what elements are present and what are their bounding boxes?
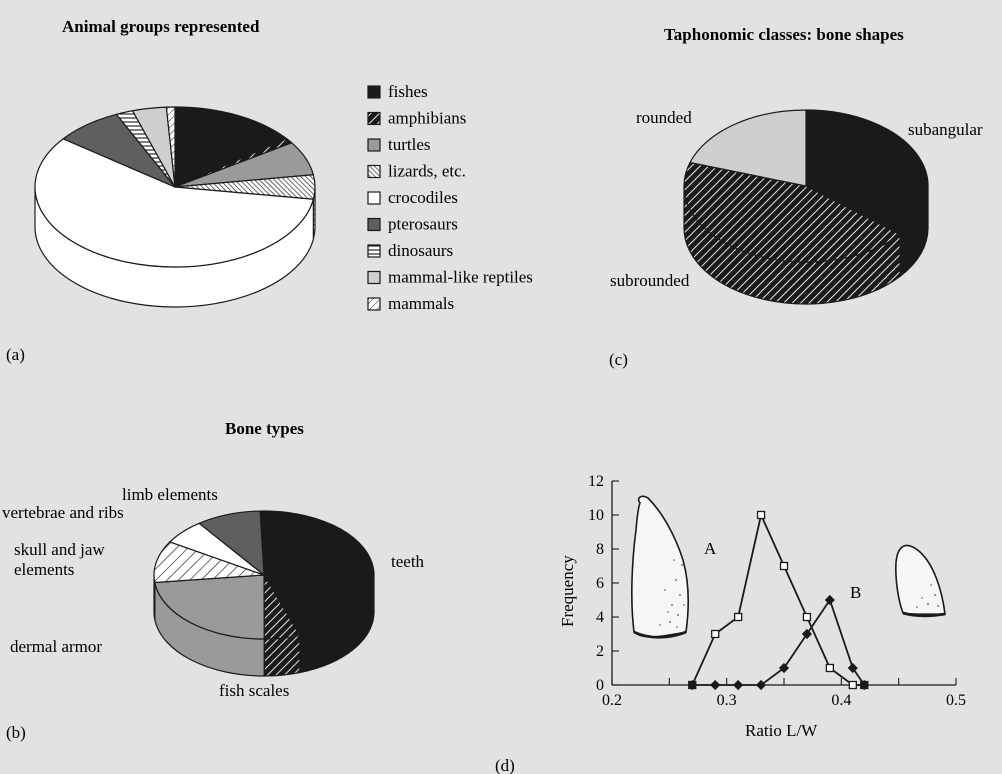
x-tick-label: 0.5 <box>946 692 966 709</box>
legend-animal-groups: fishes amphibians turtles lizards, etc. croc… <box>367 82 533 313</box>
slice-label-subrounded: subrounded <box>610 271 690 290</box>
legend-swatch-lizards-etc <box>367 164 381 179</box>
x-tick-label: 0.4 <box>831 692 851 709</box>
panel-label-a: (a) <box>6 345 25 364</box>
series-label-a: A <box>704 539 717 558</box>
y-tick-label: 6 <box>596 575 604 592</box>
chart-title-animal-groups: Animal groups represented <box>62 17 260 36</box>
legend-label-pterosaurs: pterosaurs <box>388 215 458 234</box>
legend-swatch-turtles <box>367 138 381 152</box>
pie-slice-teeth <box>259 510 375 637</box>
point-a <box>756 510 766 520</box>
y-tick-label: 0 <box>596 677 604 694</box>
slice-label-skull-jaw-1: skull and jaw <box>14 540 105 559</box>
legend-swatch-fishes <box>367 85 381 99</box>
slice-label-dermal-armor: dermal armor <box>10 637 102 656</box>
y-tick-label: 4 <box>596 609 604 626</box>
legend-label-mammals: mammals <box>388 294 454 313</box>
y-tick-label: 12 <box>588 473 604 490</box>
point-b <box>847 662 858 674</box>
point-a <box>825 663 835 673</box>
legend-swatch-pterosaurs <box>367 217 381 232</box>
legend-label-fishes: fishes <box>388 82 428 101</box>
point-b <box>733 679 744 691</box>
chart-bone-shapes: Taphonomic classes: bone shapes rounded … <box>609 25 983 369</box>
legend-swatch-crocodiles <box>367 191 381 205</box>
x-axis-label: Ratio L/W <box>745 721 818 740</box>
point-a <box>688 680 697 690</box>
chart-title-bone-types: Bone types <box>225 419 304 438</box>
tooth-illustration-a <box>631 495 690 639</box>
pie-slice-mammals <box>165 106 176 188</box>
pie-slice-skull-and-jaw-elements <box>153 541 265 584</box>
point-a <box>711 629 720 639</box>
panel-label-b: (b) <box>6 723 26 742</box>
slice-label-fish-scales: fish scales <box>219 681 289 700</box>
tooth-illustration-b <box>895 544 946 618</box>
plot-area: 0.2 0.3 0.4 0.5 0 2 4 6 8 10 12 <box>588 473 966 709</box>
legend-swatch-mammal-like-reptiles <box>367 270 381 285</box>
point-b <box>778 662 790 674</box>
legend-swatch-mammals <box>367 297 381 311</box>
pie-slice-fishes <box>174 106 288 188</box>
legend-swatch-dinosaurs <box>367 244 381 258</box>
y-tick-label: 10 <box>588 507 604 524</box>
y-tick-label: 2 <box>596 643 604 660</box>
point-b <box>801 628 812 640</box>
y-tick-label: 8 <box>596 541 604 558</box>
pie-slice-subrounded <box>683 161 901 263</box>
pie-slice-dermal-armor <box>154 574 265 640</box>
panel-label-c: (c) <box>609 350 628 369</box>
pie-slice-rounded <box>689 109 807 187</box>
chart-bone-types: Bone types limb elements vertebrae and r… <box>2 419 425 742</box>
legend-label-mammal-like-reptiles: mammal-like reptiles <box>388 268 533 287</box>
slice-label-skull-jaw-2: elements <box>14 560 74 579</box>
legend-label-lizards-etc: lizards, etc. <box>388 162 466 181</box>
point-a <box>848 680 857 690</box>
x-tick-label: 0.3 <box>717 692 737 709</box>
pie-side-fish-scales <box>263 634 301 677</box>
pie-bone-types <box>153 510 375 677</box>
x-tick-label: 0.2 <box>602 692 622 709</box>
point-a <box>733 612 743 622</box>
point-a <box>802 612 812 622</box>
legend-label-dinosaurs: dinosaurs <box>388 241 453 260</box>
series-label-b: B <box>850 583 861 602</box>
chart-animal-groups: Animal groups represented fishes amphibia… <box>6 17 533 364</box>
plot-series <box>687 510 870 691</box>
panel-label-d: (d) <box>495 756 515 774</box>
legend-label-amphibians: amphibians <box>388 109 466 128</box>
slice-label-rounded: rounded <box>636 108 692 127</box>
point-b <box>824 594 835 606</box>
point-a <box>860 680 869 690</box>
slice-label-vertebrae-ribs: vertebrae and ribs <box>2 503 124 522</box>
slice-label-teeth: teeth <box>391 552 425 571</box>
legend-swatch-amphibians <box>367 111 381 126</box>
series-line-a <box>691 512 865 686</box>
pie-slice-limb-elements <box>198 510 265 576</box>
legend-label-turtles: turtles <box>388 135 431 154</box>
slice-label-subangular: subangular <box>908 120 983 139</box>
pie-animal-groups <box>34 106 316 308</box>
legend-label-crocodiles: crocodiles <box>388 188 458 207</box>
pie-slice-subangular <box>805 109 929 236</box>
slice-label-limb-elements: limb elements <box>122 485 218 504</box>
series-line-b <box>692 597 866 686</box>
chart-title-bone-shapes: Taphonomic classes: bone shapes <box>664 25 904 44</box>
point-b <box>756 679 767 691</box>
y-axis-label: Frequency <box>558 555 577 627</box>
chart-ratio-frequency: 0.2 0.3 0.4 0.5 0 2 4 6 8 10 12 A B Ratio L/W Freq… <box>495 473 966 774</box>
point-b <box>710 679 721 691</box>
pie-slice-crocodiles <box>34 138 314 268</box>
pie-bone-shapes <box>683 109 929 305</box>
point-a <box>779 561 789 571</box>
